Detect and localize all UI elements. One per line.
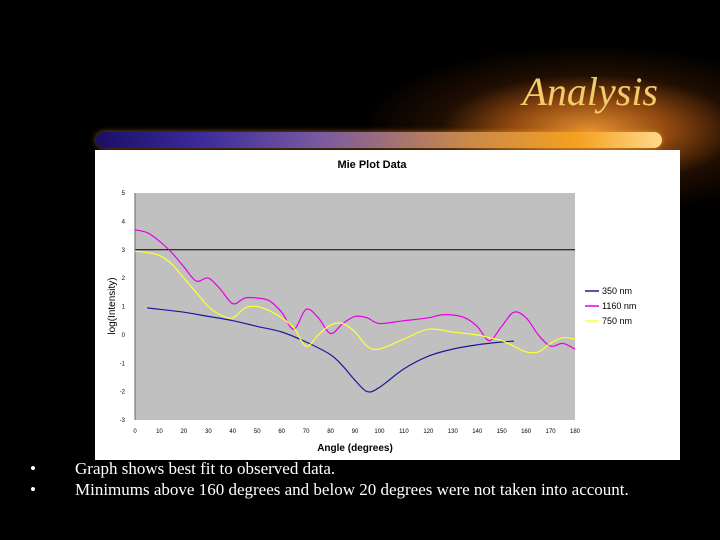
slide-title: Analysis (522, 69, 658, 114)
legend-label: 750 nm (602, 316, 632, 326)
y-tick-label: -2 (120, 390, 126, 396)
y-tick-label: 0 (122, 333, 126, 339)
x-tick-label: 130 (448, 429, 459, 435)
x-tick-label: 50 (254, 429, 261, 435)
bullet-item: Graph shows best fit to observed data. (28, 458, 688, 479)
y-tick-label: 3 (122, 248, 126, 254)
x-tick-label: 0 (133, 429, 137, 435)
y-tick-label: 5 (122, 191, 126, 197)
y-tick-label: 4 (122, 219, 126, 225)
x-tick-label: 30 (205, 429, 212, 435)
axes-layer (134, 193, 575, 420)
x-axis-label: Angle (degrees) (317, 443, 393, 454)
x-tick-label: 20 (181, 429, 188, 435)
series-line-750-nm (134, 250, 576, 354)
y-axis-label: log(Intensity) (107, 277, 118, 334)
x-tick-label: 120 (423, 429, 434, 435)
title-underline-bar (96, 132, 662, 148)
y-tick-label: 2 (122, 276, 126, 282)
x-tick-label: 70 (303, 429, 310, 435)
y-tick-label: -1 (120, 361, 126, 367)
x-tick-label: 110 (399, 429, 409, 435)
x-tick-label: 180 (570, 429, 581, 435)
x-tick-label: 100 (374, 429, 385, 435)
x-tick-label: 80 (327, 429, 334, 435)
series-line-350-nm (147, 307, 514, 393)
bullet-list: Graph shows best fit to observed data. M… (28, 458, 688, 500)
chart-title: Mie Plot Data (337, 159, 407, 171)
legend-label: 350 nm (602, 286, 632, 296)
x-tick-label: 90 (352, 429, 359, 435)
x-tick-label: 160 (521, 429, 532, 435)
y-tick-label: 1 (122, 305, 126, 311)
legend: 350 nm 1160 nm 750 nm (585, 286, 636, 326)
x-tick-label: 10 (156, 429, 163, 435)
x-tick-label: 140 (472, 429, 483, 435)
x-tick-label: 150 (497, 429, 508, 435)
y-tick-label: -3 (120, 418, 126, 424)
mie-plot-chart: Mie Plot Data -3 -2 -1 0 1 2 3 4 5 0 10 20 30 40 50 60 7… (95, 150, 680, 460)
bullet-item: Minimums above 160 degrees and below 20 … (28, 479, 688, 500)
x-tick-label: 60 (278, 429, 285, 435)
x-tick-label: 170 (546, 429, 557, 435)
plot-area (135, 193, 575, 420)
series-layer (134, 229, 576, 393)
legend-label: 1160 nm (602, 301, 636, 311)
x-tick-label: 40 (229, 429, 236, 435)
